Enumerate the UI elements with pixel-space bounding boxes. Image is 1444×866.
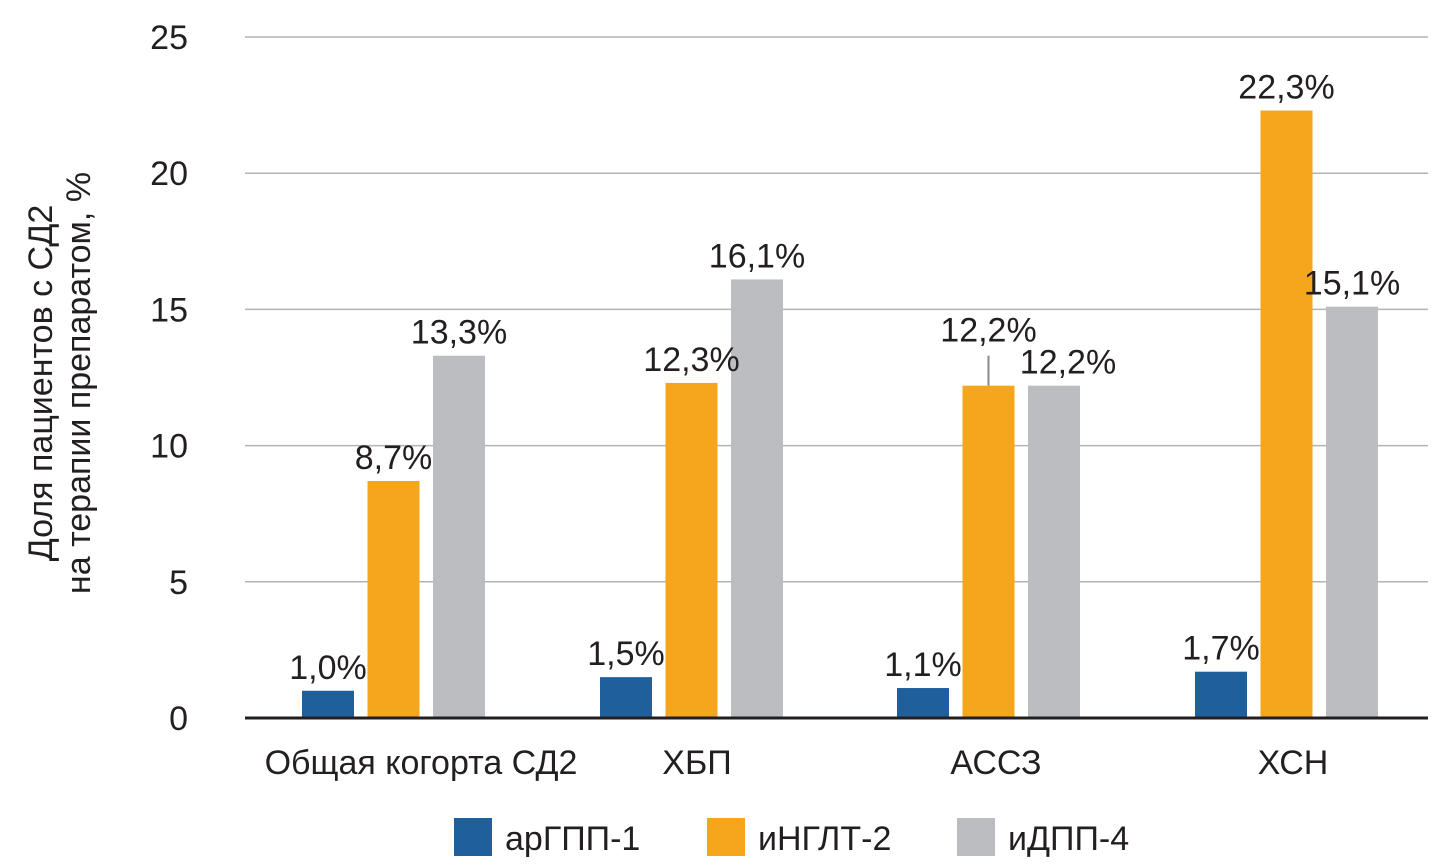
y-axis-title: Доля пациентов с СД2 на терапии препарато…	[22, 172, 98, 594]
data-label-иНГЛТ-2-ХСН: 22,3%	[1238, 69, 1334, 107]
x-category-label-ХБП: ХБП	[662, 744, 731, 782]
y-axis-ticks: 0 5 10 15 20 25	[150, 19, 188, 738]
bar-иДПП-4-АССЗ	[1028, 385, 1080, 718]
data-labels: 1,0% 1,5% 1,1% 1,7% 8,7% 12,3% 12,2% 22,3% 13,3%…	[289, 69, 1400, 687]
y-tick-label-20: 20	[150, 155, 188, 193]
bar-арГПП-1-АССЗ	[897, 688, 949, 718]
bar-иДПП-4-ХБП	[731, 279, 783, 718]
x-category-label-ХСН: ХСН	[1258, 744, 1329, 782]
bar-иДПП-4-Общая когорта СД2	[433, 355, 485, 718]
y-tick-label-25: 25	[150, 19, 188, 57]
legend-swatch-арГПП-1	[454, 818, 492, 856]
bar-арГПП-1-ХБП	[600, 677, 652, 718]
data-label-иНГЛТ-2-ХБП: 12,3%	[643, 341, 739, 379]
legend-label-арГПП-1: арГПП-1	[505, 820, 640, 858]
bar-арГПП-1-Общая когорта СД2	[302, 690, 354, 718]
data-label-иНГЛТ-2-Общая когорта СД2: 8,7%	[355, 439, 433, 477]
legend: арГПП-1 иНГЛТ-2 иДПП-4	[454, 818, 1129, 858]
bar-арГПП-1-ХСН	[1195, 671, 1247, 718]
data-label-арГПП-1-ХБП: 1,5%	[587, 635, 665, 673]
data-label-иНГЛТ-2-АССЗ: 12,2%	[940, 312, 1036, 350]
legend-label-иНГЛТ-2: иНГЛТ-2	[758, 820, 891, 858]
y-tick-label-5: 5	[169, 564, 188, 602]
bar-иНГЛТ-2-АССЗ	[962, 385, 1015, 718]
bar-иДПП-4-ХСН	[1326, 306, 1378, 718]
gridlines	[245, 36, 1428, 583]
bar-иНГЛТ-2-ХБП	[665, 382, 718, 718]
data-label-арГПП-1-Общая когорта СД2: 1,0%	[289, 649, 367, 687]
data-label-арГПП-1-АССЗ: 1,1%	[884, 646, 962, 684]
y-axis-title-group: Доля пациентов с СД2 на терапии препарато…	[22, 172, 98, 594]
y-tick-label-15: 15	[150, 291, 188, 329]
data-label-иДПП-4-АССЗ: 12,2%	[1020, 344, 1116, 382]
legend-label-иДПП-4: иДПП-4	[1008, 820, 1129, 858]
legend-swatch-иНГЛТ-2	[707, 818, 745, 856]
y-axis-title-line-1: Доля пациентов с СД2	[22, 205, 60, 562]
x-axis-categories: Общая когорта СД2 ХБП АССЗ ХСН	[265, 744, 1329, 782]
y-tick-label-10: 10	[150, 428, 188, 466]
data-label-иДПП-4-ХСН: 15,1%	[1304, 265, 1400, 303]
y-tick-label-0: 0	[169, 700, 188, 738]
x-category-label-Общая когорта СД2: Общая когорта СД2	[265, 744, 578, 782]
bar-иНГЛТ-2-ХСН	[1260, 110, 1313, 719]
data-label-иДПП-4-ХБП: 16,1%	[709, 237, 805, 275]
legend-swatch-иДПП-4	[957, 818, 995, 856]
data-label-арГПП-1-ХСН: 1,7%	[1182, 630, 1260, 668]
bar-иНГЛТ-2-Общая когорта СД2	[367, 481, 420, 718]
data-label-иДПП-4-Общая когорта СД2: 13,3%	[411, 314, 507, 352]
y-axis-title-line-2: на терапии препаратом, %	[60, 172, 98, 594]
bars	[245, 110, 1428, 720]
x-category-label-АССЗ: АССЗ	[950, 744, 1041, 782]
